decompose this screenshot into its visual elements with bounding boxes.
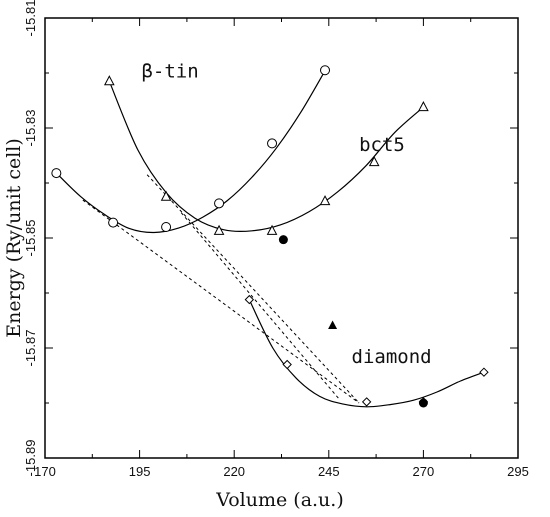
curve-label: diamond [352,346,432,368]
series-curves [55,70,485,408]
series-curve [55,70,326,234]
triangle-marker [319,195,331,206]
triangle-marker [103,75,115,86]
x-tick-label: 295 [507,464,529,479]
triangle-marker [368,156,380,167]
y-axis-title: Energy (Ry/unit cell) [3,138,25,338]
tangent-lines [82,174,360,404]
diamond-marker [244,294,255,305]
triangle-marker [266,224,278,235]
circle-marker [51,168,62,179]
x-tick-label: 270 [413,464,435,479]
x-tick-label: 170 [34,464,56,479]
axis-ticks [44,17,519,459]
curve-label: bct5 [359,134,405,156]
filled-circle-marker [278,235,288,245]
y-tick-label: -15.89 [23,440,38,477]
extra-points [278,235,428,408]
x-tick-label: 195 [129,464,151,479]
y-tick-label: -15.85 [23,220,38,257]
x-axis-title: Volume (a.u.) [215,489,344,511]
triangle-marker [213,224,225,235]
circle-marker [214,198,225,209]
x-tick-label: 220 [223,464,245,479]
tangent-line [146,174,360,404]
y-tick-label: -15.83 [23,110,38,147]
circle-marker [267,138,278,149]
y-tick-label: -15.87 [23,330,38,367]
diamond-marker [479,367,489,377]
series-curve [248,299,485,408]
tangent-line [180,212,341,401]
circle-marker [320,65,331,76]
filled-triangle-marker [328,320,338,329]
y-tick-labels: -15.81 -15.83 -15.85 -15.87 -15.89 [23,0,38,476]
x-tick-label: 245 [318,464,340,479]
x-tick-labels: 170 195 220 245 270 295 [34,464,529,479]
curve-labels: β-tin bct5 diamond [141,60,431,367]
diamond-marker [282,359,292,370]
circle-marker [161,222,172,232]
curve-label: β-tin [141,60,198,82]
y-tick-label: -15.81 [23,0,38,36]
diamond-marker [361,397,372,407]
triangle-marker [418,101,429,112]
filled-circle-marker [418,398,428,408]
triangle-marker [160,190,172,201]
circle-marker [108,217,119,228]
series-curve [108,80,424,233]
